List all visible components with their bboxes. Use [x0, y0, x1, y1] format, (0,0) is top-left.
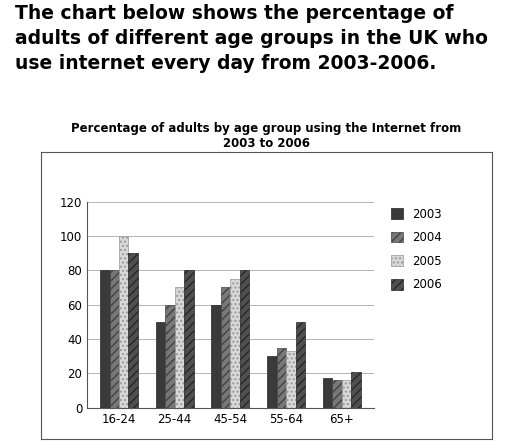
Bar [230, 279, 240, 408]
Bar [100, 270, 110, 408]
Legend: 2003, 2004, 2005, 2006: 2003, 2004, 2005, 2006 [391, 207, 442, 291]
Bar [175, 288, 184, 408]
Bar [119, 236, 129, 408]
Bar [165, 305, 175, 408]
Bar [221, 288, 230, 408]
Bar [323, 379, 332, 408]
Text: The chart below shows the percentage of
adults of different age groups in the UK: The chart below shows the percentage of … [15, 4, 488, 73]
Bar [184, 270, 194, 408]
Bar [267, 356, 276, 408]
Bar [156, 322, 165, 408]
Bar [211, 305, 221, 408]
Bar [351, 372, 361, 408]
Bar [286, 351, 295, 408]
Bar [332, 380, 342, 408]
Title: Percentage of adults by age group using the Internet from
2003 to 2006: Percentage of adults by age group using … [71, 122, 461, 150]
Bar [342, 380, 351, 408]
Bar [129, 253, 138, 408]
Bar [276, 348, 286, 408]
Bar [295, 322, 305, 408]
Bar [240, 270, 249, 408]
Bar [110, 270, 119, 408]
